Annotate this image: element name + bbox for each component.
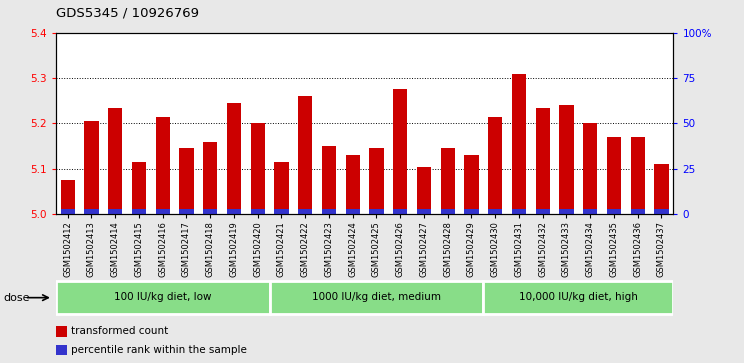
Bar [345,155,360,214]
Bar [559,209,574,214]
Bar [345,209,360,214]
Bar [251,123,265,214]
Bar [440,209,455,214]
Bar [227,209,241,214]
Bar [654,209,669,214]
Bar [56,345,67,355]
Bar [298,96,312,214]
Bar [227,103,241,214]
Bar [631,137,645,214]
Bar [155,117,170,214]
Text: percentile rank within the sample: percentile rank within the sample [71,345,247,355]
Bar [488,209,502,214]
Text: GDS5345 / 10926769: GDS5345 / 10926769 [56,7,199,20]
Bar [179,148,193,214]
Bar [108,209,122,214]
Text: 1000 IU/kg diet, medium: 1000 IU/kg diet, medium [312,292,441,302]
Bar [275,162,289,214]
Bar [440,148,455,214]
Bar [84,209,98,214]
FancyBboxPatch shape [269,281,484,314]
Text: 100 IU/kg diet, low: 100 IU/kg diet, low [114,292,211,302]
Bar [179,209,193,214]
Bar [488,117,502,214]
Bar [536,209,550,214]
Bar [132,209,146,214]
Bar [84,121,98,214]
Bar [60,180,75,214]
Bar [464,209,478,214]
Text: 10,000 IU/kg diet, high: 10,000 IU/kg diet, high [519,292,638,302]
Bar [132,162,146,214]
Bar [275,209,289,214]
Bar [203,209,217,214]
Bar [417,209,431,214]
Bar [631,209,645,214]
Bar [322,209,336,214]
Bar [108,107,122,214]
Bar [417,167,431,214]
Bar [56,326,67,337]
Bar [607,137,621,214]
Bar [583,123,597,214]
Bar [298,209,312,214]
FancyBboxPatch shape [484,281,673,314]
Bar [607,209,621,214]
Bar [251,209,265,214]
FancyBboxPatch shape [56,281,269,314]
Bar [60,209,75,214]
Bar [393,209,407,214]
Text: dose: dose [4,293,31,303]
Bar [512,74,526,214]
Bar [536,107,550,214]
Bar [322,146,336,214]
Bar [393,89,407,214]
Bar [464,155,478,214]
Bar [203,142,217,214]
Bar [155,209,170,214]
Bar [369,209,384,214]
Bar [654,164,669,214]
Text: transformed count: transformed count [71,326,169,337]
Bar [559,105,574,214]
Bar [369,148,384,214]
Bar [512,209,526,214]
Bar [583,209,597,214]
